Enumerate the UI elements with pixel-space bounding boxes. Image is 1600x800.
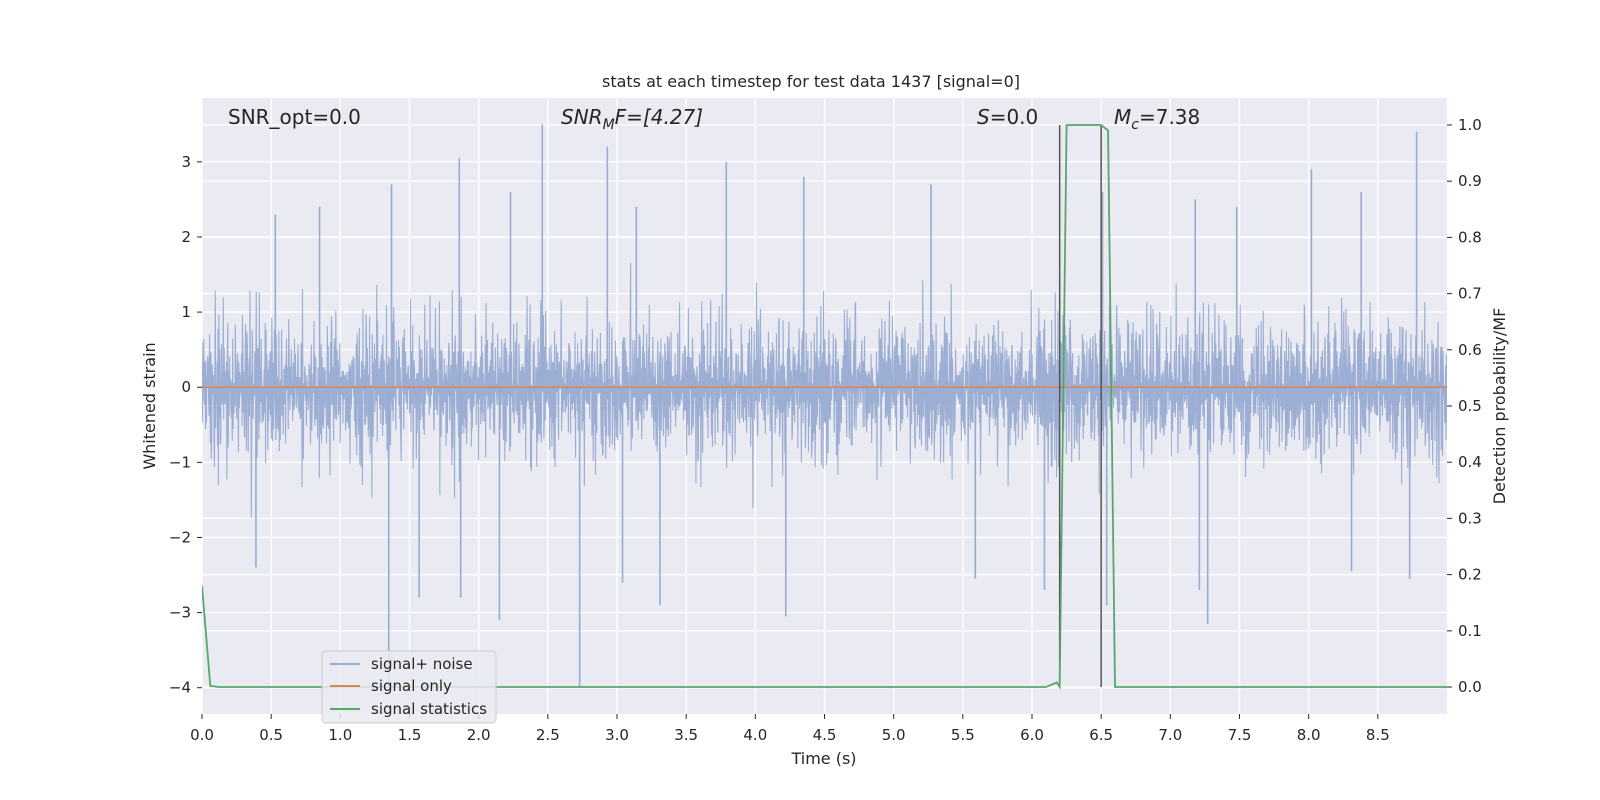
x-tick-label: 4.5 <box>813 726 837 744</box>
right-y-tick-labels: 1.0 0.9 0.8 0.7 0.6 0.5 0.4 0.3 0.2 0.1 0.0 <box>1447 116 1482 696</box>
chart-title: stats at each timestep for test data 143… <box>602 72 1020 91</box>
left-y-axis-label: Whitened strain <box>140 342 159 469</box>
annotation-s-var: S <box>977 105 990 129</box>
annotation-s: S=0.0 <box>977 105 1038 129</box>
x-tick-label: 0.0 <box>190 726 214 744</box>
x-tick-label: 3.0 <box>605 726 629 744</box>
right-y-tick-label: 0.5 <box>1458 397 1482 415</box>
x-tick-label: 7.0 <box>1158 726 1182 744</box>
right-y-tick-label: 0.9 <box>1458 172 1482 190</box>
x-axis-label: Time (s) <box>790 749 856 768</box>
x-tick-label: 5.5 <box>951 726 975 744</box>
annotation-snr-mf-rest: F=[4.27] <box>615 105 703 129</box>
annotation-snr-mf-main: SNR <box>561 105 603 129</box>
annotation-mc-rest: =7.38 <box>1139 105 1200 129</box>
vertical-markers <box>1058 124 1102 688</box>
annotation-s-rest: =0.0 <box>990 105 1039 129</box>
x-tick-label: 1.0 <box>328 726 352 744</box>
x-tick-label: 0.5 <box>259 726 283 744</box>
right-y-axis-label: Detection probability/MF <box>1490 308 1509 505</box>
right-y-tick-label: 0.8 <box>1458 228 1482 246</box>
x-tick-label: 2.5 <box>536 726 560 744</box>
x-tick-label: 4.0 <box>743 726 767 744</box>
x-tick-label: 5.0 <box>882 726 906 744</box>
legend-label-signal-only: signal only <box>371 677 452 695</box>
legend: signal+ noise signal only signal statist… <box>321 650 497 724</box>
signal-statistics-line <box>202 124 1447 691</box>
series-signal-statistics <box>202 124 1447 691</box>
x-tick-labels: 0.0 0.5 1.0 1.5 2.0 2.5 3.0 3.5 4.0 4.5 5.0 5.5 6.0 6… <box>190 714 1390 744</box>
left-y-tick-label: 3 <box>181 153 191 171</box>
annotation-mc-sub: c <box>1131 117 1139 133</box>
left-y-tick-label: −4 <box>169 679 191 697</box>
left-y-tick-label: 1 <box>181 303 191 321</box>
annotation-snr-opt: SNR_opt=0.0 <box>228 105 361 129</box>
x-tick-label: 8.5 <box>1366 726 1390 744</box>
legend-label-signal-statistics: signal statistics <box>371 700 487 718</box>
x-tick-label: 7.5 <box>1228 726 1252 744</box>
left-y-tick-label: 0 <box>181 378 191 396</box>
right-y-tick-label: 0.1 <box>1458 622 1482 640</box>
x-tick-label: 3.5 <box>674 726 698 744</box>
right-y-tick-label: 0.0 <box>1458 678 1482 696</box>
right-y-tick-label: 0.4 <box>1458 453 1482 471</box>
x-tick-label: 2.0 <box>467 726 491 744</box>
legend-box <box>321 650 497 724</box>
right-y-tick-label: 0.6 <box>1458 341 1482 359</box>
annotation-snr-mf: SNRMF=[4.27] <box>561 105 703 133</box>
left-y-tick-label: −1 <box>169 453 191 471</box>
x-tick-label: 6.0 <box>1020 726 1044 744</box>
right-y-tick-label: 0.3 <box>1458 509 1482 527</box>
right-y-tick-label: 0.2 <box>1458 566 1482 584</box>
series-signal-noise <box>202 124 1447 688</box>
x-tick-label: 6.5 <box>1089 726 1113 744</box>
annotation-mc-main: M <box>1114 105 1131 129</box>
left-y-tick-label: 2 <box>181 228 191 246</box>
x-tick-label: 8.0 <box>1297 726 1321 744</box>
annotation-mc: Mc=7.38 <box>1114 105 1200 133</box>
annotation-snr-mf-sub: M <box>603 117 615 133</box>
left-y-tick-label: −2 <box>169 528 191 546</box>
x-tick-label: 1.5 <box>398 726 422 744</box>
right-y-tick-label: 0.7 <box>1458 285 1482 303</box>
legend-label-signal-noise: signal+ noise <box>371 655 473 673</box>
left-y-tick-labels: 3 2 1 0 −1 −2 −3 −4 <box>169 153 202 697</box>
right-y-tick-label: 1.0 <box>1458 116 1482 134</box>
left-y-tick-label: −3 <box>169 604 191 622</box>
noise-trace <box>202 262 1447 518</box>
